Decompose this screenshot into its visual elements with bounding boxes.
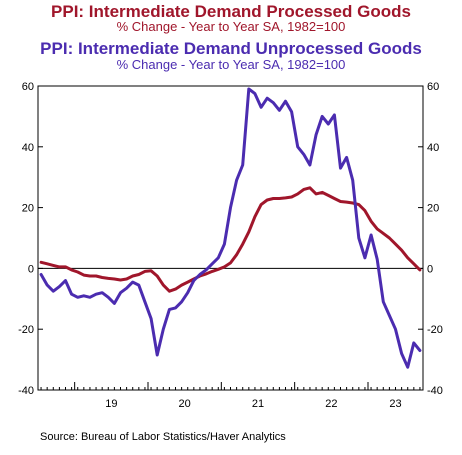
y-tick-label-right: 60 <box>427 81 439 93</box>
y-tick-label-right: -20 <box>427 324 443 336</box>
x-tick-label: 20 <box>179 398 191 410</box>
y-tick-label-left: 40 <box>22 142 34 154</box>
y-tick-label-left: 0 <box>28 263 34 275</box>
chart-subtitle-processed: % Change - Year to Year SA, 1982=100 <box>116 19 346 34</box>
y-tick-label-right: 20 <box>427 203 439 215</box>
x-tick-label: 19 <box>105 398 117 410</box>
y-tick-label-left: 60 <box>22 81 34 93</box>
x-tick-label: 22 <box>325 398 337 410</box>
chart-subtitle-unprocessed: % Change - Year to Year SA, 1982=100 <box>116 57 346 72</box>
y-tick-label-left: 20 <box>22 203 34 215</box>
series-line-processed <box>39 186 422 293</box>
series-line-unprocessed <box>39 87 422 369</box>
plot-frame <box>37 85 424 391</box>
x-tick-label: 23 <box>389 398 401 410</box>
y-tick-label-left: -40 <box>18 385 34 397</box>
y-tick-label-left: -20 <box>18 324 34 336</box>
chart-title-processed: PPI: Intermediate Demand Processed Goods <box>51 2 411 21</box>
source-note: Source: Bureau of Labor Statistics/Haver… <box>40 431 286 443</box>
y-tick-label-right: 40 <box>427 142 439 154</box>
x-tick-label: 21 <box>252 398 264 410</box>
y-tick-label-right: 0 <box>427 263 433 275</box>
y-tick-label-right: -40 <box>427 385 443 397</box>
chart-title-unprocessed: PPI: Intermediate Demand Unprocessed Goo… <box>40 39 422 58</box>
